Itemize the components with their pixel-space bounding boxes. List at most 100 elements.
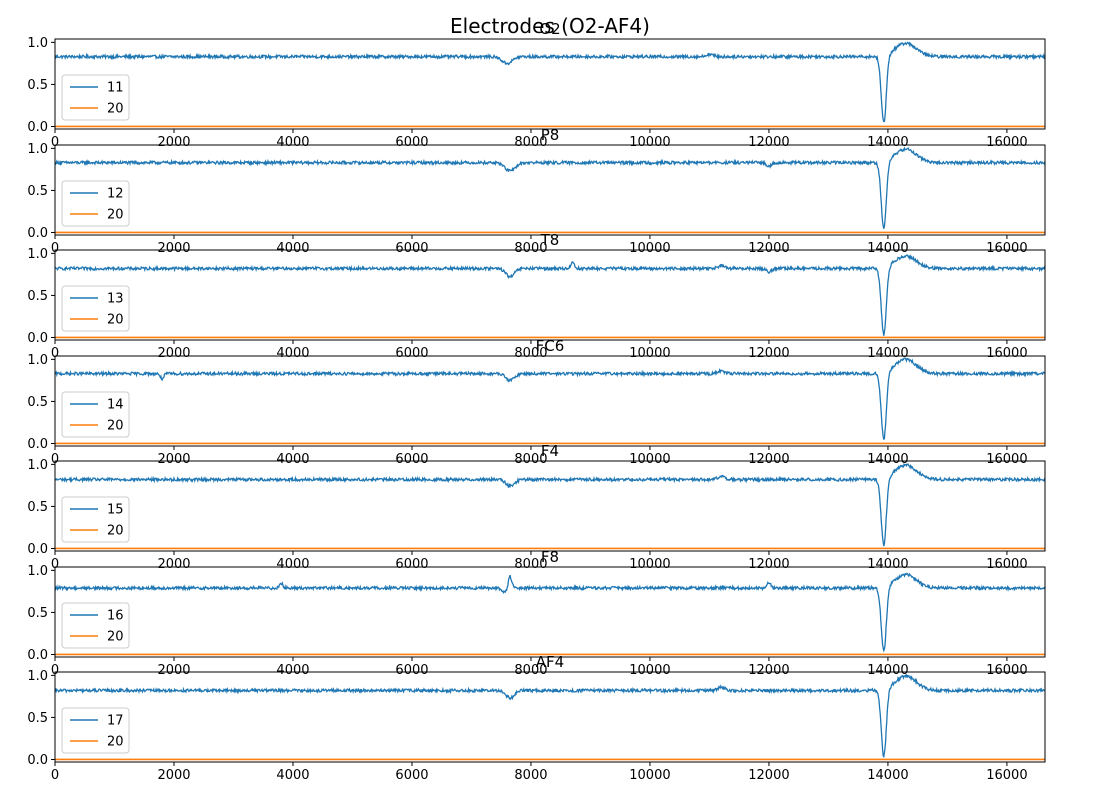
x-tick-label: 0 <box>51 768 59 783</box>
x-tick-label: 0 <box>51 557 59 572</box>
x-tick-label: 14000 <box>867 346 908 361</box>
x-tick-label: 6000 <box>395 241 428 256</box>
x-tick-label: 4000 <box>276 135 309 150</box>
x-tick-label: 6000 <box>395 557 428 572</box>
x-tick-label: 8000 <box>514 768 547 783</box>
series-line-11 <box>55 41 1045 123</box>
subplots: 0 2000 4000 6000 8000 10000 12000 14000 160000.0… <box>27 20 1046 783</box>
x-tick-label: 8000 <box>514 663 547 678</box>
subplot-title: O2 <box>539 20 560 38</box>
y-tick-label: 1.0 <box>27 247 48 262</box>
y-tick-label: 0.5 <box>27 500 48 515</box>
x-tick-label: 12000 <box>748 663 789 678</box>
x-tick-label: 12000 <box>748 346 789 361</box>
x-tick-label: 14000 <box>867 241 908 256</box>
x-tick-label: 6000 <box>395 135 428 150</box>
subplot-p8: 0 2000 4000 6000 8000 10000 12000 14000 16000 0.0… <box>27 126 1046 256</box>
y-tick-label: 0.0 <box>27 753 48 768</box>
x-tick-label: 4000 <box>276 557 309 572</box>
series-line-13 <box>55 254 1045 336</box>
y-tick-label: 1.0 <box>27 564 48 579</box>
x-tick-label: 16000 <box>986 663 1027 678</box>
legend-label-17: 17 <box>107 714 124 729</box>
y-tick-label: 1.0 <box>27 458 48 473</box>
x-tick-label: 6000 <box>395 452 428 467</box>
x-tick-label: 2000 <box>157 768 190 783</box>
x-tick-label: 0 <box>51 663 59 678</box>
subplot-title: AF4 <box>536 653 564 671</box>
x-tick-label: 8000 <box>514 452 547 467</box>
series-line-15 <box>55 462 1045 547</box>
x-tick-label: 14000 <box>867 452 908 467</box>
y-tick-label: 0.0 <box>27 437 48 452</box>
legend-label-16: 16 <box>107 609 124 624</box>
legend-label-12: 12 <box>107 187 124 202</box>
x-tick-label: 10000 <box>629 346 670 361</box>
subplot-t8: 0 2000 4000 6000 8000 10000 12000 14000 16000 0.0… <box>27 231 1046 361</box>
subplot-f8: 0 2000 4000 6000 8000 10000 12000 14000 16000 0.0… <box>27 548 1046 678</box>
x-tick-label: 16000 <box>986 346 1027 361</box>
subplot-o2: 0 2000 4000 6000 8000 10000 12000 14000 16000 0.0… <box>27 20 1046 150</box>
subplot-af4: 0 2000 4000 6000 8000 10000 12000 14000 16000 0.0… <box>27 653 1046 783</box>
legend-label-20: 20 <box>107 630 124 645</box>
x-tick-label: 4000 <box>276 663 309 678</box>
x-tick-label: 8000 <box>514 346 547 361</box>
x-tick-label: 12000 <box>748 768 789 783</box>
y-tick-label: 0.0 <box>27 542 48 557</box>
x-tick-label: 4000 <box>276 768 309 783</box>
x-tick-label: 16000 <box>986 135 1027 150</box>
y-tick-label: 1.0 <box>27 36 48 51</box>
x-tick-label: 10000 <box>629 557 670 572</box>
legend-label-20: 20 <box>107 102 124 117</box>
legend-label-20: 20 <box>107 524 124 539</box>
y-tick-label: 1.0 <box>27 669 48 684</box>
legend-label-15: 15 <box>107 503 124 518</box>
subplot-fc6: 0 2000 4000 6000 8000 10000 12000 14000 16000 0.0… <box>27 337 1046 467</box>
x-tick-label: 10000 <box>629 241 670 256</box>
subplot-title: P8 <box>541 126 560 144</box>
y-tick-label: 0.0 <box>27 120 48 135</box>
x-tick-label: 4000 <box>276 241 309 256</box>
x-tick-label: 2000 <box>157 663 190 678</box>
x-tick-label: 6000 <box>395 663 428 678</box>
x-tick-label: 8000 <box>514 241 547 256</box>
x-tick-label: 12000 <box>748 241 789 256</box>
x-tick-label: 16000 <box>986 557 1027 572</box>
y-tick-label: 0.0 <box>27 226 48 241</box>
subplot-title: T8 <box>540 231 560 249</box>
legend-label-20: 20 <box>107 419 124 434</box>
legend-label-14: 14 <box>107 398 124 413</box>
x-tick-label: 16000 <box>986 768 1027 783</box>
y-tick-label: 0.5 <box>27 184 48 199</box>
x-tick-label: 0 <box>51 452 59 467</box>
x-tick-label: 12000 <box>748 452 789 467</box>
x-tick-label: 14000 <box>867 557 908 572</box>
x-tick-label: 16000 <box>986 241 1027 256</box>
y-tick-label: 0.5 <box>27 289 48 304</box>
y-tick-label: 0.5 <box>27 78 48 93</box>
x-tick-label: 12000 <box>748 135 789 150</box>
series-line-12 <box>55 146 1045 229</box>
series-line-14 <box>55 357 1045 441</box>
series-line-16 <box>55 572 1045 653</box>
legend-label-11: 11 <box>107 81 124 96</box>
x-tick-label: 2000 <box>157 346 190 361</box>
x-tick-label: 14000 <box>867 135 908 150</box>
legend-label-20: 20 <box>107 313 124 328</box>
x-tick-label: 4000 <box>276 452 309 467</box>
legend-label-20: 20 <box>107 208 124 223</box>
x-tick-label: 2000 <box>157 135 190 150</box>
y-tick-label: 0.5 <box>27 606 48 621</box>
x-tick-label: 14000 <box>867 768 908 783</box>
y-tick-label: 0.5 <box>27 711 48 726</box>
legend-label-20: 20 <box>107 735 124 750</box>
y-tick-label: 0.0 <box>27 331 48 346</box>
x-tick-label: 0 <box>51 241 59 256</box>
x-tick-label: 6000 <box>395 346 428 361</box>
